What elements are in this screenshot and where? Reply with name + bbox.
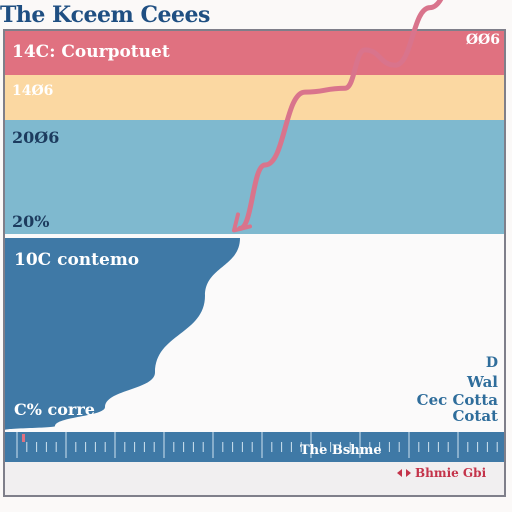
chart-title: The Kceem Ceees: [0, 2, 210, 28]
side-text-3: Cotat: [452, 407, 498, 425]
band-red-label: 14C: Courpotuet: [12, 42, 170, 62]
x-axis-label: The Bshme: [300, 443, 382, 458]
band-blue-label-top: 20Ø6: [12, 128, 60, 147]
line-start-arrow-icon: [232, 212, 252, 233]
area-series-fill: [5, 238, 240, 430]
side-text-1: Wal: [467, 373, 498, 391]
x-axis-lower: [5, 462, 504, 495]
x-axis-band: [5, 432, 504, 462]
band-red: [5, 31, 504, 75]
area-label-top: 10C contemo: [14, 250, 140, 270]
band-blue-label-bottom: 20%: [12, 212, 50, 231]
x-axis-marker: [22, 434, 25, 442]
side-text-2: Cec Cotta: [416, 391, 498, 409]
x-axis-ticks: [16, 432, 498, 458]
line-series-path: [237, 0, 444, 231]
band-yellow-label: 14Ø6: [12, 83, 54, 99]
legend-swatch-icon: [397, 469, 411, 477]
band-red-right-label: ØØ6: [465, 32, 500, 48]
side-text-0: D: [485, 355, 498, 371]
band-yellow: [5, 75, 504, 120]
legend: Bhmie Gbi: [396, 466, 486, 480]
area-label-bottom: C% corre: [14, 400, 95, 419]
legend-label: Bhmie Gbi: [415, 466, 487, 480]
